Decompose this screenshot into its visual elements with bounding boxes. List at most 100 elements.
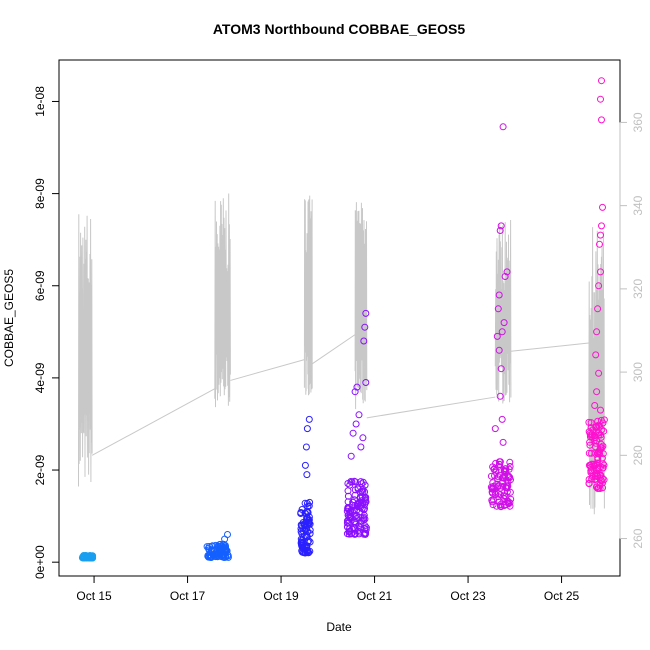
data-point — [304, 514, 311, 522]
data-point — [221, 535, 229, 543]
data-point — [594, 484, 602, 492]
data-point — [352, 420, 360, 428]
data-point — [585, 418, 593, 426]
data-point — [360, 529, 368, 537]
data-point — [344, 511, 352, 519]
data-point — [497, 502, 505, 510]
data-point — [303, 471, 311, 479]
data-point — [497, 365, 505, 373]
data-point — [587, 419, 595, 427]
data-point — [595, 369, 603, 377]
data-point — [586, 441, 594, 449]
x-tick-label: Oct 25 — [544, 589, 580, 603]
data-point — [596, 471, 604, 479]
data-point — [496, 392, 504, 400]
data-point — [348, 529, 356, 537]
data-point — [220, 552, 228, 560]
data-point — [591, 402, 599, 409]
data-point — [359, 434, 367, 442]
data-point — [597, 268, 604, 276]
data-point — [503, 482, 511, 490]
data-point — [499, 474, 506, 482]
data-point — [596, 485, 604, 492]
data-point — [494, 493, 502, 501]
data-point — [593, 388, 601, 396]
y-axis-label: COBBAE_GEOS5 — [2, 269, 16, 367]
right-tick-label: 360 — [631, 112, 645, 132]
data-point — [345, 516, 353, 524]
data-point — [592, 351, 600, 359]
data-point — [590, 437, 598, 445]
data-point — [599, 450, 607, 458]
data-point — [224, 551, 232, 559]
profile-connector-line — [366, 396, 496, 419]
data-point — [355, 530, 363, 538]
data-point — [498, 415, 506, 423]
data-point — [360, 511, 368, 519]
data-point — [596, 240, 603, 248]
data-point — [587, 469, 595, 476]
data-point — [86, 553, 94, 561]
data-point — [360, 337, 368, 345]
data-point — [594, 454, 602, 462]
right-axis: 260 280 300 320 340 360 — [619, 112, 645, 549]
data-point — [499, 478, 507, 486]
data-point — [585, 449, 593, 457]
data-point — [585, 428, 593, 436]
x-tick-label: Oct 21 — [357, 589, 393, 603]
data-point — [504, 499, 512, 507]
data-point — [497, 222, 505, 230]
data-point — [588, 433, 596, 441]
x-axis: Oct 15 Oct 17 Oct 19 Oct 21 Oct 23 Oct 25 — [76, 575, 580, 603]
data-point — [355, 522, 363, 530]
data-point — [360, 516, 368, 524]
y-tick-label: 2e-09 — [33, 454, 47, 485]
data-point — [597, 444, 604, 452]
data-point — [361, 515, 369, 523]
y-axis: 0e+00 2e-09 4e-09 6e-09 8e-09 1e-08 — [33, 86, 60, 579]
plot-frame — [58, 59, 621, 577]
data-point — [303, 533, 311, 540]
data-point — [303, 425, 311, 433]
data-point — [506, 458, 514, 466]
data-point — [362, 309, 370, 317]
data-point — [351, 501, 359, 509]
data-point — [505, 500, 513, 508]
data-point — [362, 379, 370, 386]
data-point — [354, 527, 362, 535]
data-point — [588, 460, 596, 468]
data-point — [212, 552, 220, 560]
data-point — [303, 507, 311, 515]
data-point — [353, 383, 361, 391]
data-point — [297, 510, 305, 517]
data-point — [598, 222, 605, 230]
data-point — [598, 77, 605, 85]
data-point — [493, 502, 501, 510]
flight-profile-line — [354, 202, 368, 410]
data-point — [597, 406, 604, 414]
data-point — [493, 332, 501, 340]
data-point — [208, 547, 216, 555]
data-point — [305, 516, 313, 524]
data-point — [305, 415, 313, 423]
data-point — [594, 305, 602, 313]
data-point — [359, 478, 367, 486]
data-point — [301, 461, 309, 469]
data-point — [357, 443, 365, 451]
data-point — [302, 443, 310, 451]
profile-line-layer — [78, 193, 605, 515]
data-point — [491, 425, 499, 433]
data-point — [496, 227, 504, 234]
x-axis-label: Date — [326, 620, 352, 634]
data-point — [597, 95, 604, 103]
y-tick-label: 1e-08 — [33, 86, 47, 117]
x-tick-label: Oct 15 — [76, 589, 112, 603]
data-point — [302, 533, 310, 541]
data-point — [361, 323, 369, 331]
flight-profile-line — [588, 227, 605, 515]
data-point — [596, 422, 604, 430]
data-point — [587, 449, 595, 457]
data-point — [489, 501, 497, 509]
data-point — [585, 476, 593, 483]
